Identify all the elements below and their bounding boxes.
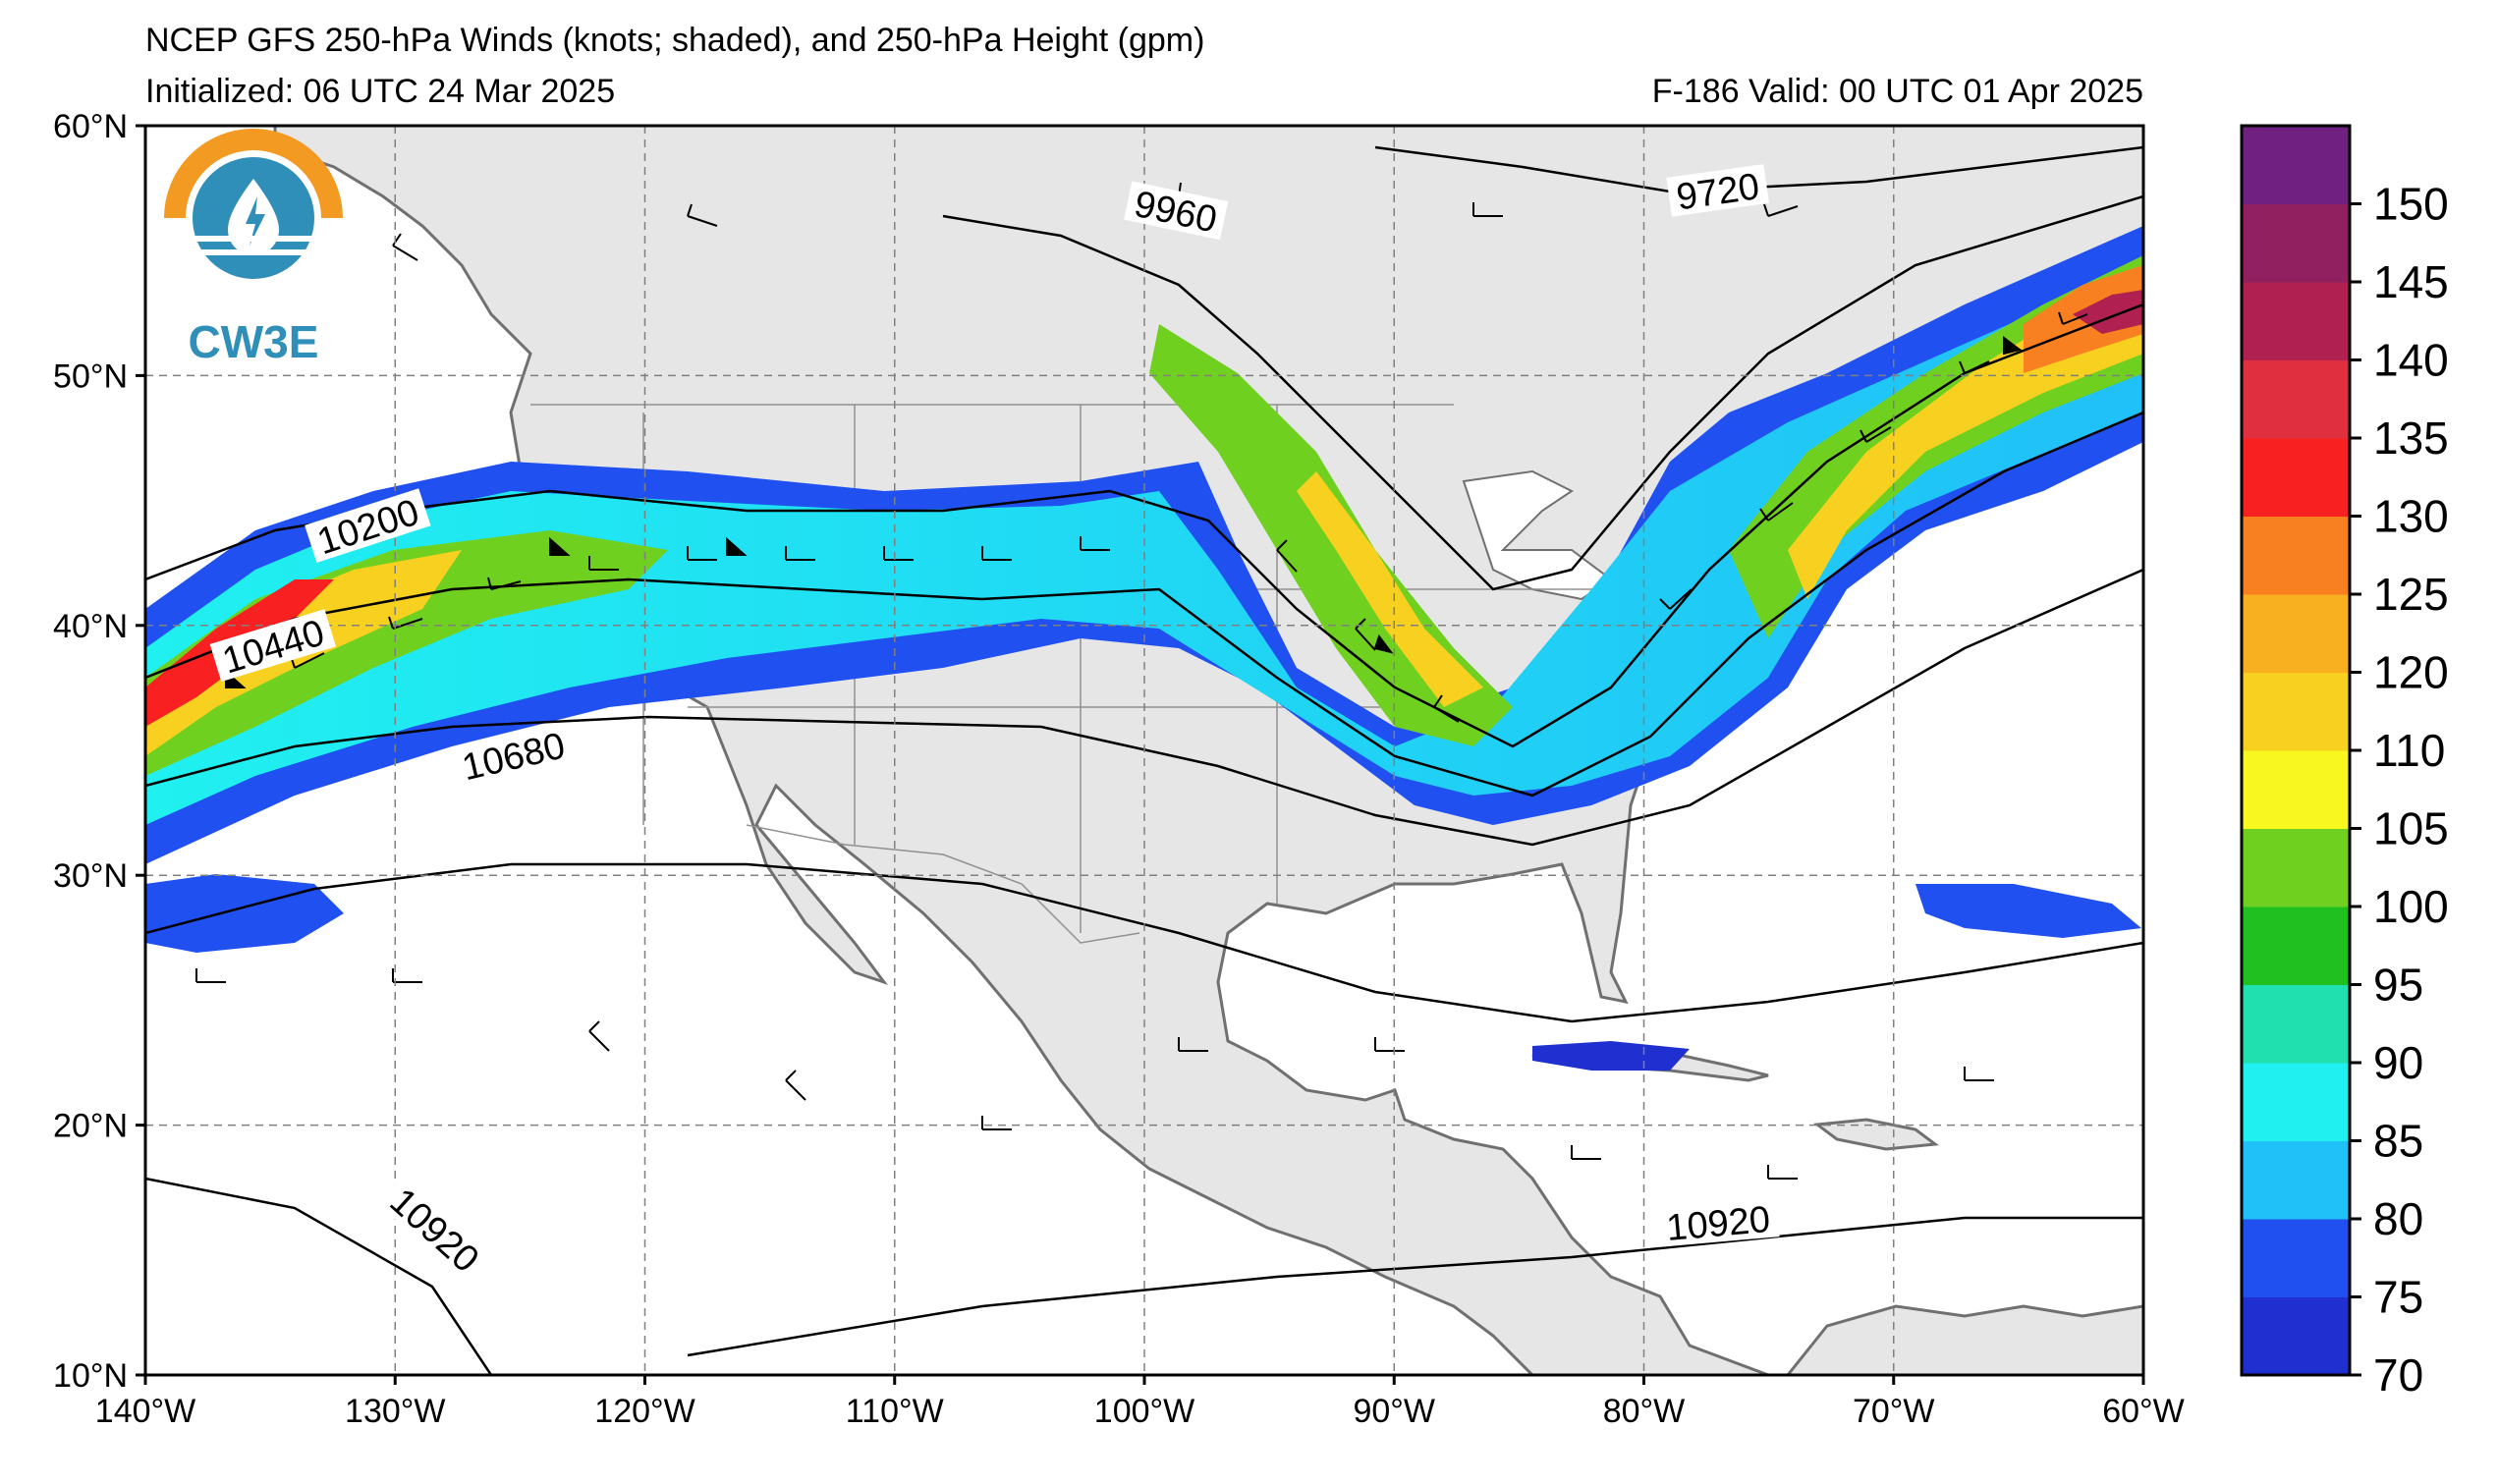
contour-label-bg bbox=[209, 609, 337, 683]
hispaniola-island bbox=[1813, 1118, 1939, 1151]
lat-tick-label: 40°N bbox=[53, 608, 128, 645]
contour-label-bg bbox=[1656, 1197, 1780, 1247]
colorbar-swatch bbox=[2242, 359, 2350, 439]
init-time: Initialized: 06 UTC 24 Mar 2025 bbox=[145, 73, 615, 110]
colorbar-tick-label: 140 bbox=[2373, 335, 2449, 386]
colorbar-tick-label: 135 bbox=[2373, 412, 2449, 464]
lon-tick-label: 130°W bbox=[345, 1393, 445, 1430]
logo-sun-arc bbox=[164, 129, 343, 219]
contour-10920-east bbox=[687, 1216, 2143, 1357]
caribbean-patch bbox=[1532, 1041, 1690, 1071]
colorbar-swatch bbox=[2242, 438, 2350, 517]
contour-10920-south bbox=[145, 1177, 493, 1375]
wind-barbs bbox=[195, 182, 2088, 1180]
lat-tick-label: 30°N bbox=[53, 857, 128, 895]
atlantic-subtropical-patch bbox=[1915, 884, 2141, 938]
latitude-axis: 60°N 50°N 40°N 30°N 20°N 10°N bbox=[53, 108, 145, 1395]
colorbar-tick-label: 95 bbox=[2373, 960, 2423, 1011]
colorbar-swatch bbox=[2242, 594, 2350, 673]
height-contours bbox=[145, 145, 2143, 1375]
colorbar-tick-label: 130 bbox=[2373, 491, 2449, 542]
central-jet-yellow bbox=[1297, 471, 1483, 707]
colorbar-swatch bbox=[2242, 672, 2350, 751]
contour-label: 10920 bbox=[1656, 1197, 1780, 1249]
colorbar-tick-label: 90 bbox=[2373, 1037, 2423, 1088]
colorbar-tick-label: 100 bbox=[2373, 881, 2449, 932]
colorbar-tick-label: 120 bbox=[2373, 647, 2449, 698]
logo-text: CW3E bbox=[189, 316, 319, 367]
lon-tick-label: 60°W bbox=[2102, 1393, 2185, 1430]
longitude-axis: 140°W 130°W 120°W 110°W 100°W 90°W 80°W 70°W 60°… bbox=[95, 1375, 2185, 1430]
colorbar-swatch bbox=[2242, 984, 2350, 1064]
lon-tick-label: 120°W bbox=[594, 1393, 694, 1430]
colorbar-tick-label: 125 bbox=[2373, 569, 2449, 620]
colorbar-tick-label: 145 bbox=[2373, 256, 2449, 307]
colorbar-swatch bbox=[2242, 1140, 2350, 1220]
contour-10440 bbox=[145, 411, 2143, 797]
lon-tick-label: 70°W bbox=[1853, 1393, 1935, 1430]
colorbar-swatch bbox=[2242, 828, 2350, 907]
colorbar-tick-label: 105 bbox=[2373, 803, 2449, 854]
lat-tick-label: 60°N bbox=[53, 108, 128, 145]
lat-lon-grid bbox=[145, 126, 2143, 1375]
contour-label-bg bbox=[305, 488, 431, 563]
lon-tick-label: 100°W bbox=[1094, 1393, 1194, 1430]
lat-tick-label: 50°N bbox=[53, 357, 128, 395]
contour-label-bg bbox=[450, 722, 577, 789]
colorbar-swatch bbox=[2242, 1296, 2350, 1376]
south-america-landmass bbox=[1786, 1304, 2143, 1375]
cw3e-logo: CW3E bbox=[164, 129, 343, 367]
colorbar-tick-label: 85 bbox=[2373, 1116, 2423, 1167]
colorbar-swatch bbox=[2242, 203, 2350, 283]
lat-tick-label: 10°N bbox=[53, 1357, 128, 1395]
colorbar-tick-label: 80 bbox=[2373, 1193, 2423, 1244]
colorbar-tick-label: 110 bbox=[2373, 725, 2445, 776]
contour-10680 bbox=[145, 568, 2143, 847]
lon-tick-label: 90°W bbox=[1353, 1393, 1435, 1430]
colorbar-swatch bbox=[2242, 126, 2350, 204]
valid-time: F-186 Valid: 00 UTC 01 Apr 2025 bbox=[1652, 73, 2143, 110]
contour-10920-north bbox=[145, 862, 2143, 1023]
contour-label-bg bbox=[1124, 181, 1229, 241]
colorbar-swatch bbox=[2242, 1219, 2350, 1297]
colorbar-swatch bbox=[2242, 282, 2350, 360]
colorbar: 70 75 80 85 90 95 100 105 110 120 125 130 135 140 145 1… bbox=[2240, 124, 2449, 1401]
colorbar-swatch bbox=[2242, 750, 2350, 829]
colorbar-swatch bbox=[2242, 907, 2350, 985]
contour-10200 bbox=[145, 302, 2143, 748]
colorbar-tick-label: 150 bbox=[2373, 179, 2449, 230]
colorbar-tick-label: 70 bbox=[2373, 1349, 2423, 1401]
lightning-icon bbox=[246, 196, 265, 246]
contour-label-bg bbox=[377, 1174, 493, 1285]
colorbar-swatch bbox=[2242, 1063, 2350, 1141]
contour-label-text: 10920 bbox=[1665, 1199, 1772, 1249]
colorbar-swatch bbox=[2242, 516, 2350, 595]
lon-tick-label: 110°W bbox=[846, 1393, 944, 1430]
chart-title: NCEP GFS 250-hPa Winds (knots; shaded), … bbox=[145, 22, 1204, 59]
atlantic-jet-max bbox=[2073, 290, 2143, 334]
colorbar-tick-label: 75 bbox=[2373, 1272, 2423, 1323]
lon-tick-label: 80°W bbox=[1603, 1393, 1686, 1430]
lon-tick-label: 140°W bbox=[95, 1393, 195, 1430]
contour-label-bg bbox=[1666, 164, 1769, 217]
contour-9960 bbox=[942, 194, 2143, 591]
lat-tick-label: 20°N bbox=[53, 1108, 128, 1145]
